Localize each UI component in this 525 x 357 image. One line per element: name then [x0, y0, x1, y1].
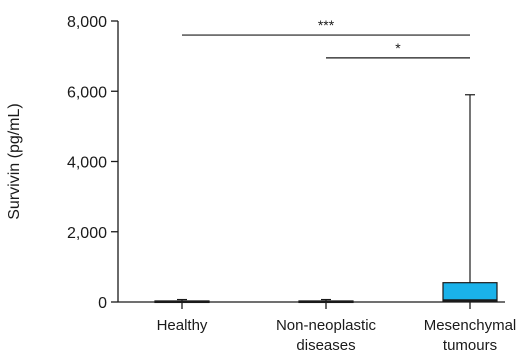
y-tick-label: 2,000 — [67, 225, 107, 242]
x-tick-label: tumours — [443, 337, 497, 354]
x-tick-label: diseases — [296, 337, 355, 354]
x-axis: Healthy Non-neoplastic diseases Mesenchymal… — [118, 301, 517, 354]
significance-label: * — [395, 40, 401, 56]
y-tick-label: 0 — [98, 295, 107, 312]
significance-label: *** — [318, 17, 335, 33]
box — [442, 282, 498, 302]
y-axis-title: Survivin (pg/mL) — [6, 103, 23, 219]
y-axis: 0 2,000 4,000 6,000 8,000 — [67, 14, 119, 312]
y-tick-label: 8,000 — [67, 14, 107, 31]
x-tick-label: Mesenchymal — [424, 317, 517, 334]
x-tick-label: Healthy — [157, 317, 208, 334]
y-tick-label: 6,000 — [67, 84, 107, 101]
boxes — [154, 94, 498, 304]
significance-brackets: **** — [182, 17, 470, 59]
x-tick-label: Non-neoplastic — [276, 317, 377, 334]
y-tick-label: 4,000 — [67, 155, 107, 172]
